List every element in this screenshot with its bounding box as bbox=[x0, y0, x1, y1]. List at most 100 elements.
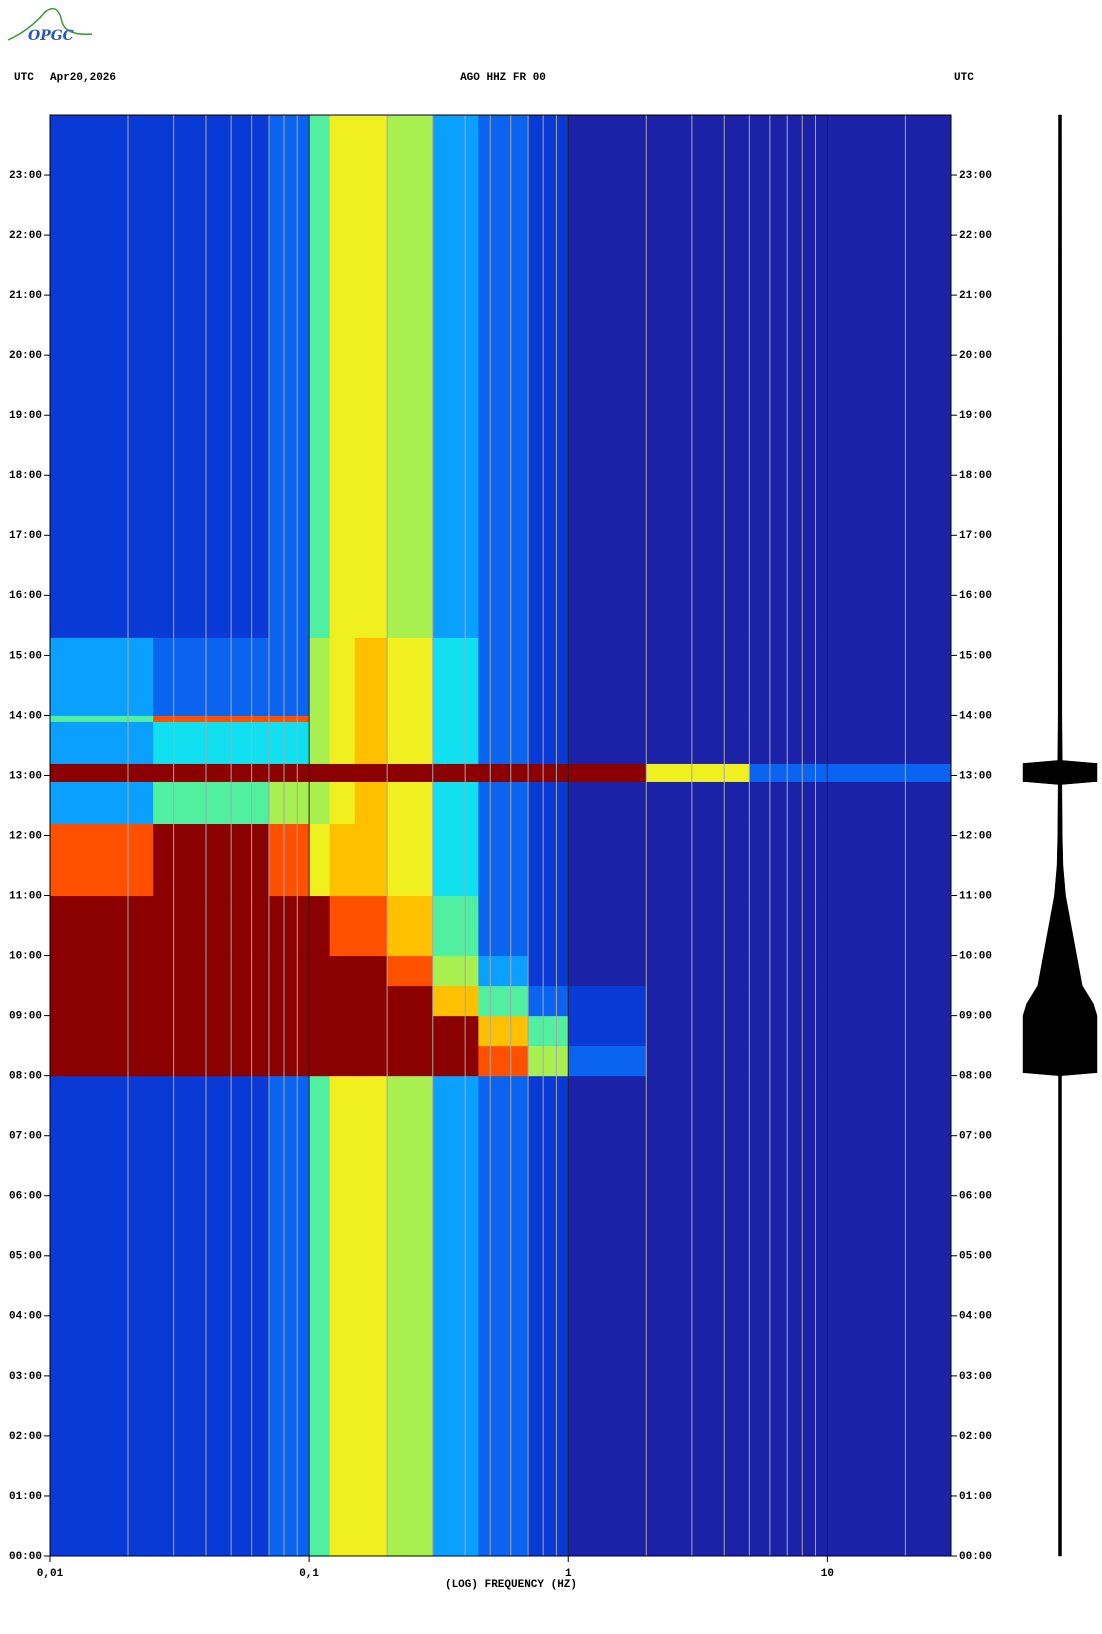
spectrogram-cell bbox=[153, 115, 232, 638]
spectrogram-cell bbox=[231, 715, 270, 722]
spectrogram-cell bbox=[568, 1045, 647, 1077]
y-tick-label: 19:00 bbox=[9, 410, 42, 422]
y-tick-label: 16:00 bbox=[959, 590, 992, 602]
spectrogram-cell bbox=[568, 115, 647, 638]
spectrogram-cell bbox=[568, 895, 647, 957]
spectrogram-cell bbox=[50, 115, 154, 638]
spectrogram-cell bbox=[231, 781, 270, 824]
y-tick-label: 09:00 bbox=[9, 1011, 42, 1023]
y-tick-label: 04:00 bbox=[9, 1311, 42, 1323]
y-tick-label: 14:00 bbox=[959, 710, 992, 722]
spectrogram-cell bbox=[309, 823, 331, 897]
spectrogram-cell bbox=[387, 1015, 434, 1047]
y-tick-label: 11:00 bbox=[959, 890, 992, 902]
spectrogram-cell bbox=[478, 115, 529, 638]
spectrogram-cell bbox=[268, 1045, 310, 1077]
spectrogram-cell bbox=[50, 895, 154, 957]
spectrogram-cell bbox=[50, 781, 154, 824]
spectrogram-cell bbox=[329, 955, 356, 987]
spectrogram-cell bbox=[528, 721, 569, 764]
spectrogram-cell bbox=[354, 1045, 388, 1077]
spectrogram-cell bbox=[646, 1045, 750, 1077]
spectrogram-cell bbox=[749, 763, 952, 782]
spectrogram-cell bbox=[231, 955, 270, 987]
spectrogram-cell bbox=[528, 637, 569, 716]
spectrogram-cell bbox=[749, 955, 952, 987]
spectrogram-cell bbox=[153, 715, 232, 722]
spectrogram-cell bbox=[749, 637, 952, 716]
spectrogram-cell bbox=[231, 1045, 270, 1077]
y-tick-label: 12:00 bbox=[959, 830, 992, 842]
spectrogram-cell bbox=[646, 955, 750, 987]
spectrogram-cell bbox=[749, 823, 952, 897]
spectrogram-cell bbox=[354, 955, 388, 987]
y-tick-label: 05:00 bbox=[9, 1251, 42, 1263]
spectrogram-cell bbox=[568, 823, 647, 897]
spectrogram-cell bbox=[153, 721, 232, 764]
y-tick-label: 12:00 bbox=[9, 830, 42, 842]
seismogram-trace bbox=[1043, 925, 1077, 956]
spectrogram-cell bbox=[432, 1045, 479, 1077]
spectrogram-cell bbox=[329, 637, 356, 716]
spectrogram-cell bbox=[749, 781, 952, 824]
y-tick-label: 20:00 bbox=[959, 350, 992, 362]
spectrogram-cell bbox=[231, 823, 270, 897]
spectrogram-cell bbox=[354, 895, 388, 957]
spectrogram-cell bbox=[646, 763, 750, 782]
spectrogram-cell bbox=[646, 985, 750, 1017]
y-tick-label: 23:00 bbox=[959, 170, 992, 182]
seismogram-trace bbox=[1054, 865, 1066, 896]
y-tick-label: 05:00 bbox=[959, 1251, 992, 1263]
spectrogram-cell bbox=[268, 721, 310, 764]
spectrogram-cell bbox=[568, 1015, 647, 1047]
seismogram-trace bbox=[1022, 1003, 1098, 1016]
spectrogram-cell bbox=[153, 985, 232, 1017]
seismogram-trace bbox=[1022, 760, 1098, 764]
y-tick-label: 15:00 bbox=[9, 650, 42, 662]
spectrogram-cell bbox=[568, 985, 647, 1017]
spectrogram-cell bbox=[478, 955, 529, 987]
y-tick-label: 16:00 bbox=[9, 590, 42, 602]
x-axis-label: (LOG) FREQUENCY (HZ) bbox=[445, 1579, 577, 1591]
spectrogram-cell bbox=[432, 895, 479, 957]
spectrogram-cell bbox=[50, 715, 154, 722]
spectrogram-cell bbox=[646, 1015, 750, 1047]
seismogram-trace bbox=[1022, 1015, 1098, 1046]
spectrogram-cell bbox=[528, 115, 569, 638]
spectrogram-cell bbox=[329, 895, 356, 957]
y-tick-label: 18:00 bbox=[959, 470, 992, 482]
spectrogram-cell bbox=[309, 1045, 331, 1077]
spectrogram-cell bbox=[432, 985, 479, 1017]
spectrogram-cell bbox=[568, 955, 647, 987]
spectrogram-cell bbox=[309, 715, 331, 722]
y-tick-label: 02:00 bbox=[9, 1431, 42, 1443]
seismogram-trace bbox=[1022, 763, 1098, 782]
seismogram-trace bbox=[1022, 1072, 1098, 1076]
spectrogram-cell bbox=[478, 895, 529, 957]
spectrogram-cell bbox=[387, 955, 434, 987]
spectrogram-cell bbox=[478, 781, 529, 824]
spectrogram-cell bbox=[50, 823, 154, 897]
spectrogram-cell bbox=[354, 721, 388, 764]
y-tick-label: 10:00 bbox=[9, 950, 42, 962]
spectrogram-cell bbox=[646, 115, 750, 638]
spectrogram-cell bbox=[568, 721, 647, 764]
header-zone: UTC bbox=[954, 72, 974, 84]
y-tick-label: 03:00 bbox=[9, 1371, 42, 1383]
spectrogram-cell bbox=[268, 715, 310, 722]
spectrogram-cell bbox=[528, 1075, 569, 1557]
y-tick-label: 01:00 bbox=[959, 1491, 992, 1503]
y-tick-label: 04:00 bbox=[959, 1311, 992, 1323]
spectrogram-cell bbox=[329, 1015, 356, 1047]
spectrogram-cell bbox=[432, 955, 479, 987]
spectrogram-cell bbox=[387, 721, 434, 764]
spectrogram-cell bbox=[231, 895, 270, 957]
spectrogram-cell bbox=[50, 955, 154, 987]
spectrogram-cell bbox=[354, 115, 388, 638]
spectrogram-cell bbox=[50, 1015, 154, 1047]
spectrogram-cell bbox=[354, 1075, 388, 1557]
y-tick-label: 21:00 bbox=[959, 290, 992, 302]
spectrogram-cell bbox=[354, 763, 388, 782]
spectrogram-cell bbox=[749, 895, 952, 957]
spectrogram-cell bbox=[646, 823, 750, 897]
